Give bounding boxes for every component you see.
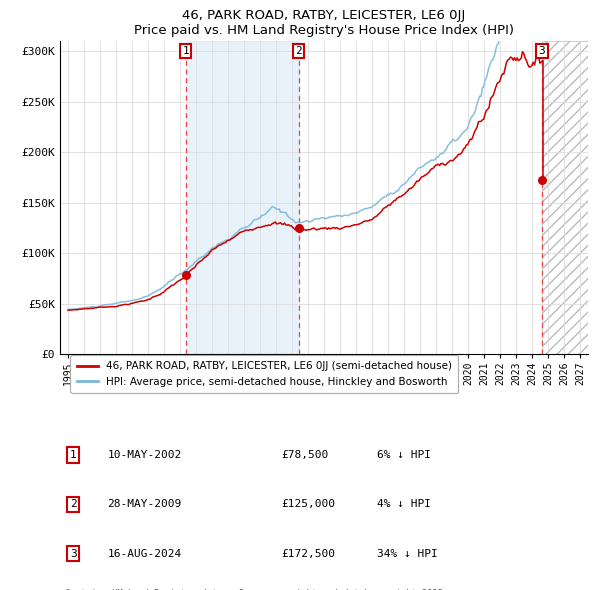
Text: 2: 2 [295, 46, 302, 56]
Bar [186, 41, 299, 355]
Text: 34% ↓ HPI: 34% ↓ HPI [377, 549, 437, 559]
Text: £172,500: £172,500 [282, 549, 336, 559]
Bar [542, 41, 588, 355]
Text: 2: 2 [70, 499, 77, 509]
Text: £125,000: £125,000 [282, 499, 336, 509]
Text: £78,500: £78,500 [282, 450, 329, 460]
Text: 16-AUG-2024: 16-AUG-2024 [107, 549, 182, 559]
Legend: 46, PARK ROAD, RATBY, LEICESTER, LE6 0JJ (semi-detached house), HPI: Average pri: 46, PARK ROAD, RATBY, LEICESTER, LE6 0JJ… [70, 355, 458, 393]
Text: 4% ↓ HPI: 4% ↓ HPI [377, 499, 431, 509]
Text: 28-MAY-2009: 28-MAY-2009 [107, 499, 182, 509]
Text: 1: 1 [70, 450, 77, 460]
Text: 10-MAY-2002: 10-MAY-2002 [107, 450, 182, 460]
Title: 46, PARK ROAD, RATBY, LEICESTER, LE6 0JJ
Price paid vs. HM Land Registry's House: 46, PARK ROAD, RATBY, LEICESTER, LE6 0JJ… [134, 9, 514, 37]
Text: 1: 1 [182, 46, 189, 56]
Text: Contains HM Land Registry data © Crown copyright and database right 2025.
This d: Contains HM Land Registry data © Crown c… [65, 589, 449, 590]
Text: 3: 3 [539, 46, 545, 56]
Text: 3: 3 [70, 549, 77, 559]
Text: 6% ↓ HPI: 6% ↓ HPI [377, 450, 431, 460]
